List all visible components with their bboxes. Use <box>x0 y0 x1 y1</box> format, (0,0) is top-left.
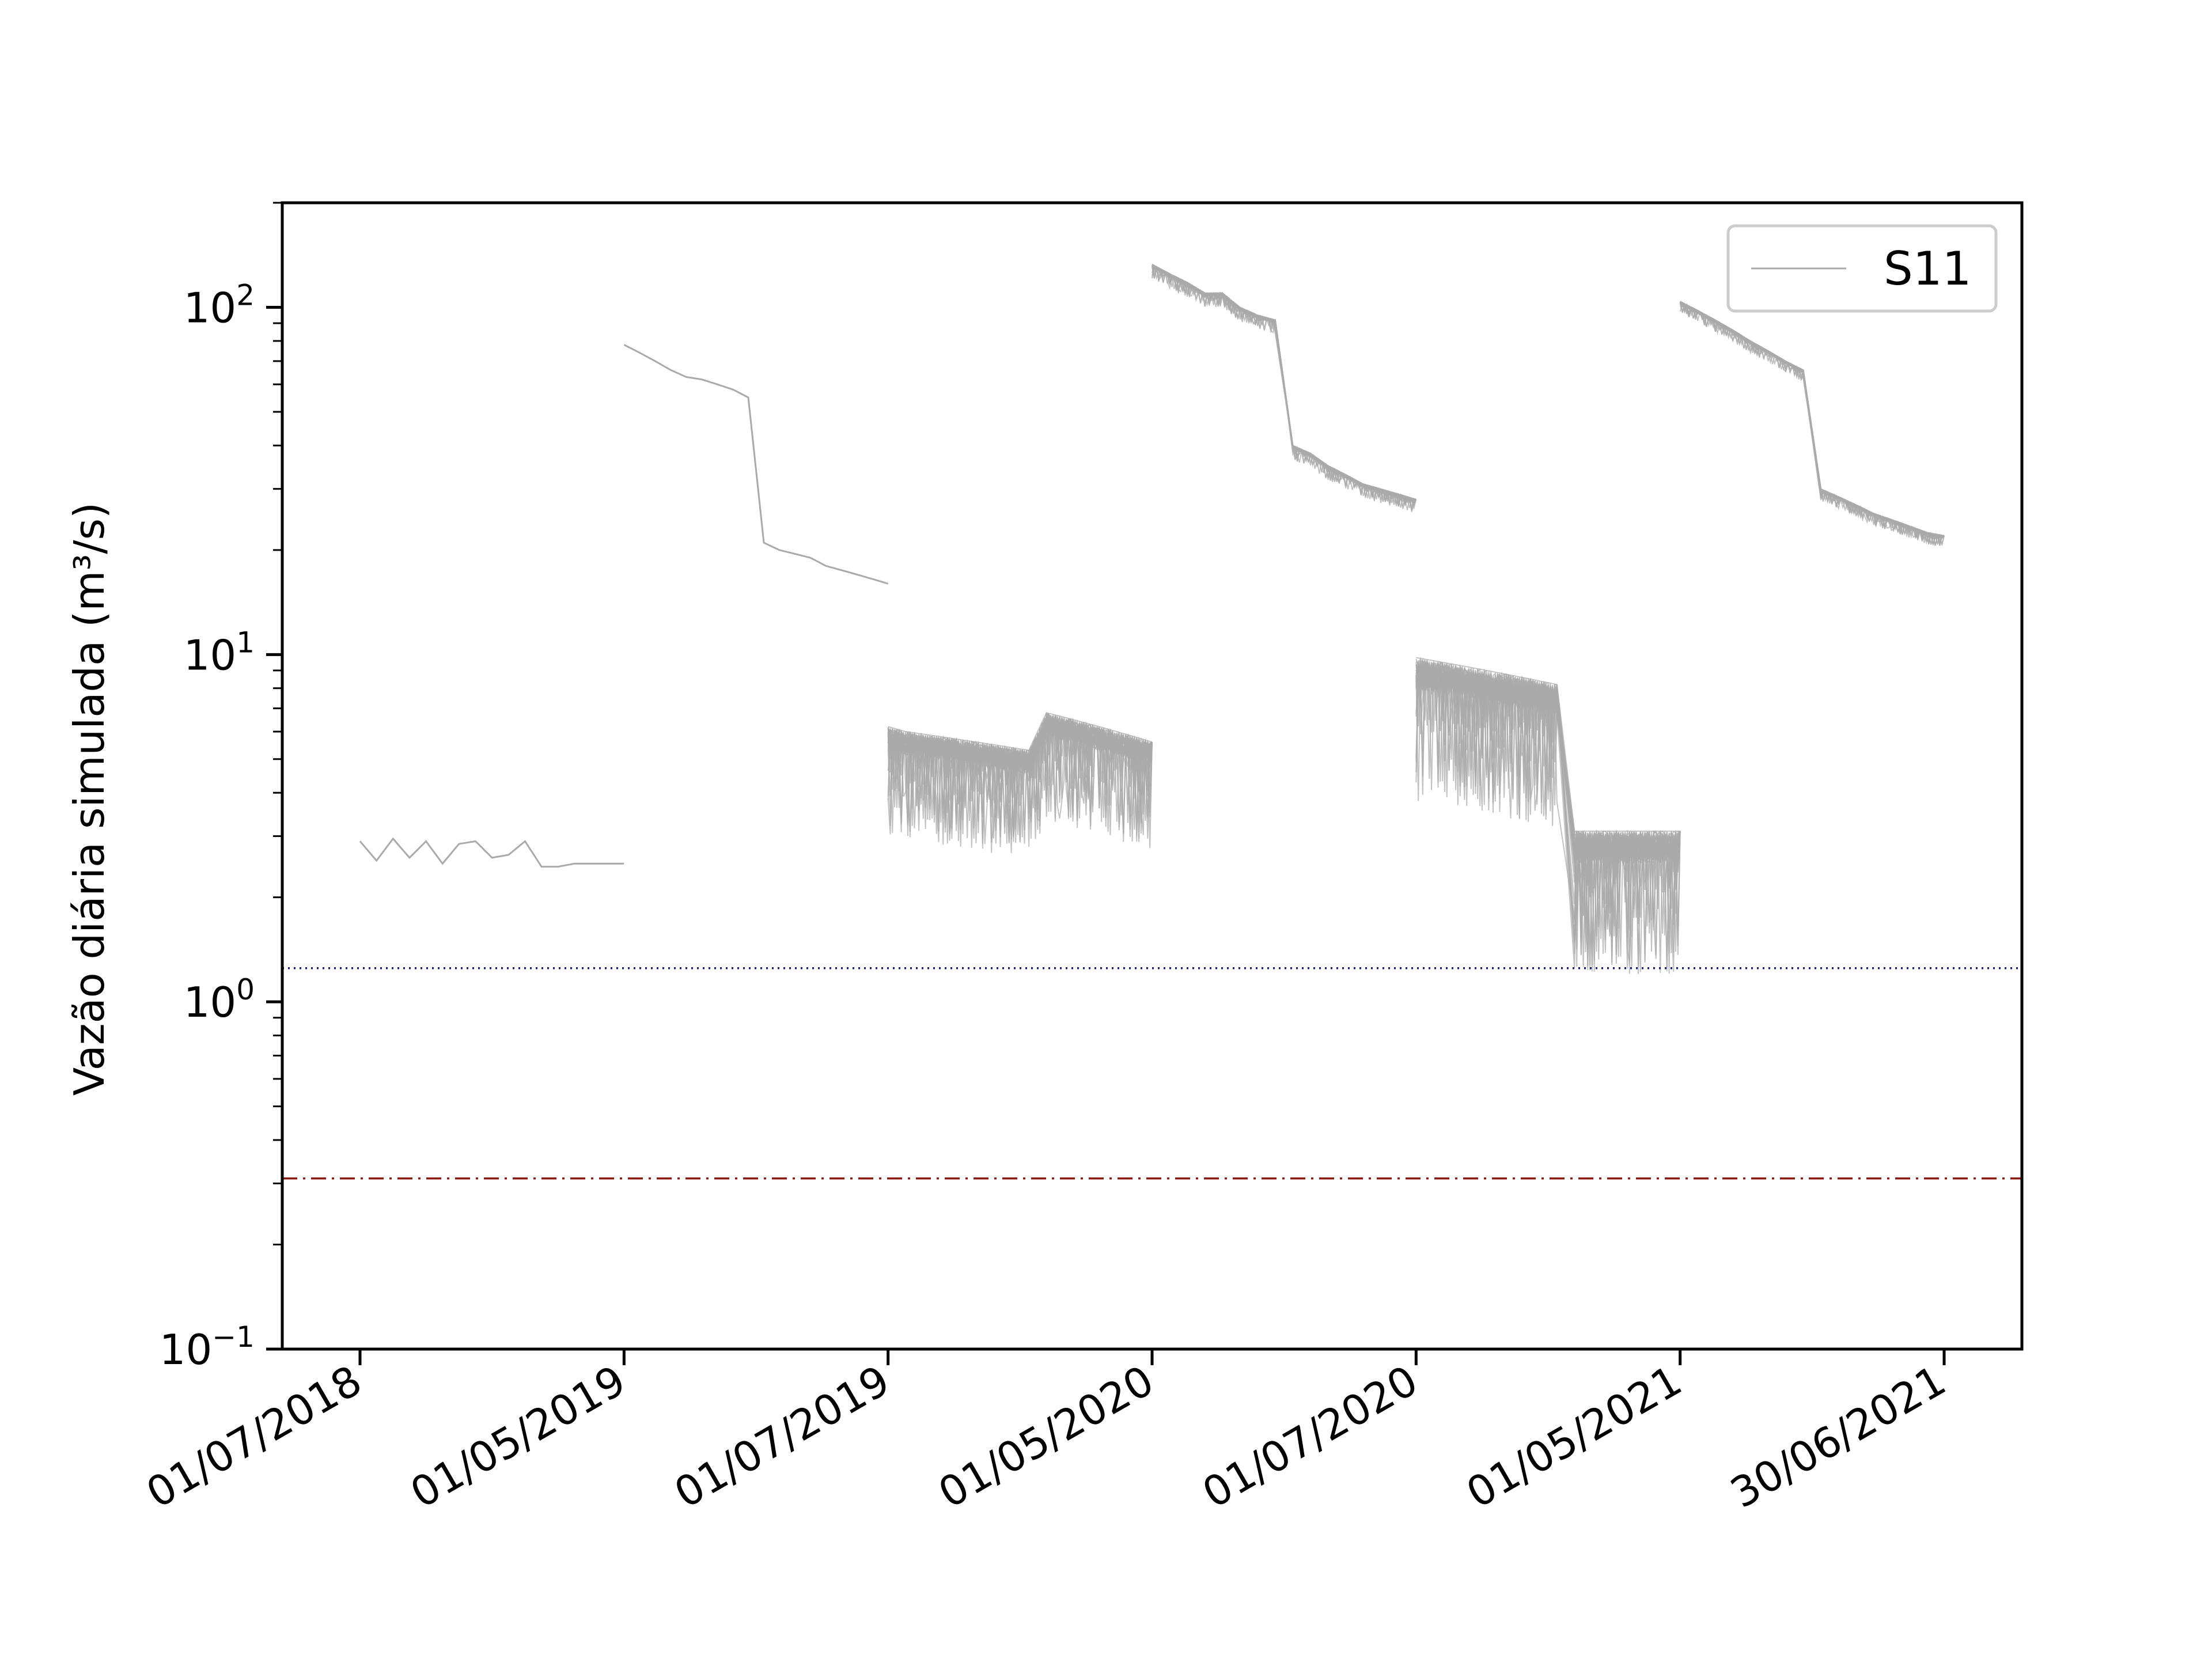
series-trace <box>1679 301 1945 537</box>
series-trace <box>1680 302 1945 545</box>
series-trace <box>1680 302 1945 547</box>
series-trace <box>1680 302 1945 546</box>
series-trace <box>1679 301 1945 546</box>
y-tick-label: 102 <box>184 278 255 332</box>
legend: S11 <box>1726 224 1998 313</box>
series-trace <box>1679 301 1945 543</box>
series-trace <box>1680 302 1945 536</box>
plot-area-frame <box>281 201 2024 1351</box>
legend-box <box>1726 224 1998 313</box>
series-trace <box>1680 302 1945 545</box>
series-trace <box>1680 301 1945 539</box>
x-tick-label: 30/06/2021 <box>1722 1356 1953 1517</box>
series-trace <box>1680 302 1945 539</box>
x-tick-label: 01/07/2018 <box>138 1356 369 1517</box>
series-trace <box>359 837 624 868</box>
x-tick-label: 01/05/2021 <box>1459 1356 1690 1517</box>
series-trace <box>1680 302 1945 543</box>
series-trace <box>1680 302 1945 545</box>
series-layer <box>359 263 1945 974</box>
x-tick-label: 01/07/2019 <box>666 1356 897 1517</box>
x-tick-label: 01/07/2020 <box>1194 1356 1425 1517</box>
series-trace <box>1679 303 1945 540</box>
series-trace <box>1680 301 1945 541</box>
legend-label: S11 <box>1884 242 1972 296</box>
series-trace <box>1680 302 1945 545</box>
reference-lines-layer <box>282 967 2022 1180</box>
y-tick-label: 101 <box>184 626 255 679</box>
series-trace <box>1680 303 1945 538</box>
series-trace <box>1679 301 1945 539</box>
series-trace <box>1680 301 1945 538</box>
x-axis: 01/07/2018 01/05/2019 01/07/2019 01/05/2020… <box>138 1349 1954 1517</box>
series-trace <box>888 717 1153 844</box>
y-axis-label: Vazão diária simulada (m³/s) <box>65 502 113 1096</box>
series-trace <box>1680 302 1945 545</box>
series-trace <box>1680 302 1945 537</box>
y-tick-label: 100 <box>184 973 255 1027</box>
series-trace <box>1679 301 1945 546</box>
y-axis: 10−1 100 101 102 <box>160 202 282 1374</box>
series-trace <box>1680 301 1945 538</box>
x-tick-label: 01/05/2019 <box>402 1356 633 1517</box>
series-trace <box>1679 301 1945 538</box>
series-trace <box>1680 301 1945 545</box>
series-trace <box>1679 301 1945 538</box>
series-trace <box>887 717 1153 844</box>
series-trace <box>623 344 889 585</box>
series-trace <box>1416 657 1680 832</box>
series-trace <box>1680 302 1945 545</box>
series-trace <box>1679 303 1945 546</box>
series-trace <box>1680 301 1945 536</box>
series-trace <box>1680 302 1945 541</box>
series-trace <box>1415 664 1680 968</box>
series-trace <box>1680 301 1945 546</box>
series-trace <box>1679 302 1945 538</box>
series-trace <box>1679 302 1945 540</box>
series-trace <box>888 717 1153 842</box>
series-trace <box>1680 301 1945 546</box>
series-trace <box>1680 301 1945 538</box>
x-tick-label: 01/05/2020 <box>930 1356 1161 1517</box>
y-tick-label: 10−1 <box>160 1320 255 1374</box>
series-trace <box>1680 301 1945 539</box>
series-trace <box>1680 301 1945 544</box>
series-trace <box>1152 266 1416 502</box>
series-trace <box>1679 301 1945 543</box>
series-trace <box>1679 301 1945 544</box>
series-trace <box>1679 301 1945 540</box>
series-trace <box>1679 301 1945 546</box>
